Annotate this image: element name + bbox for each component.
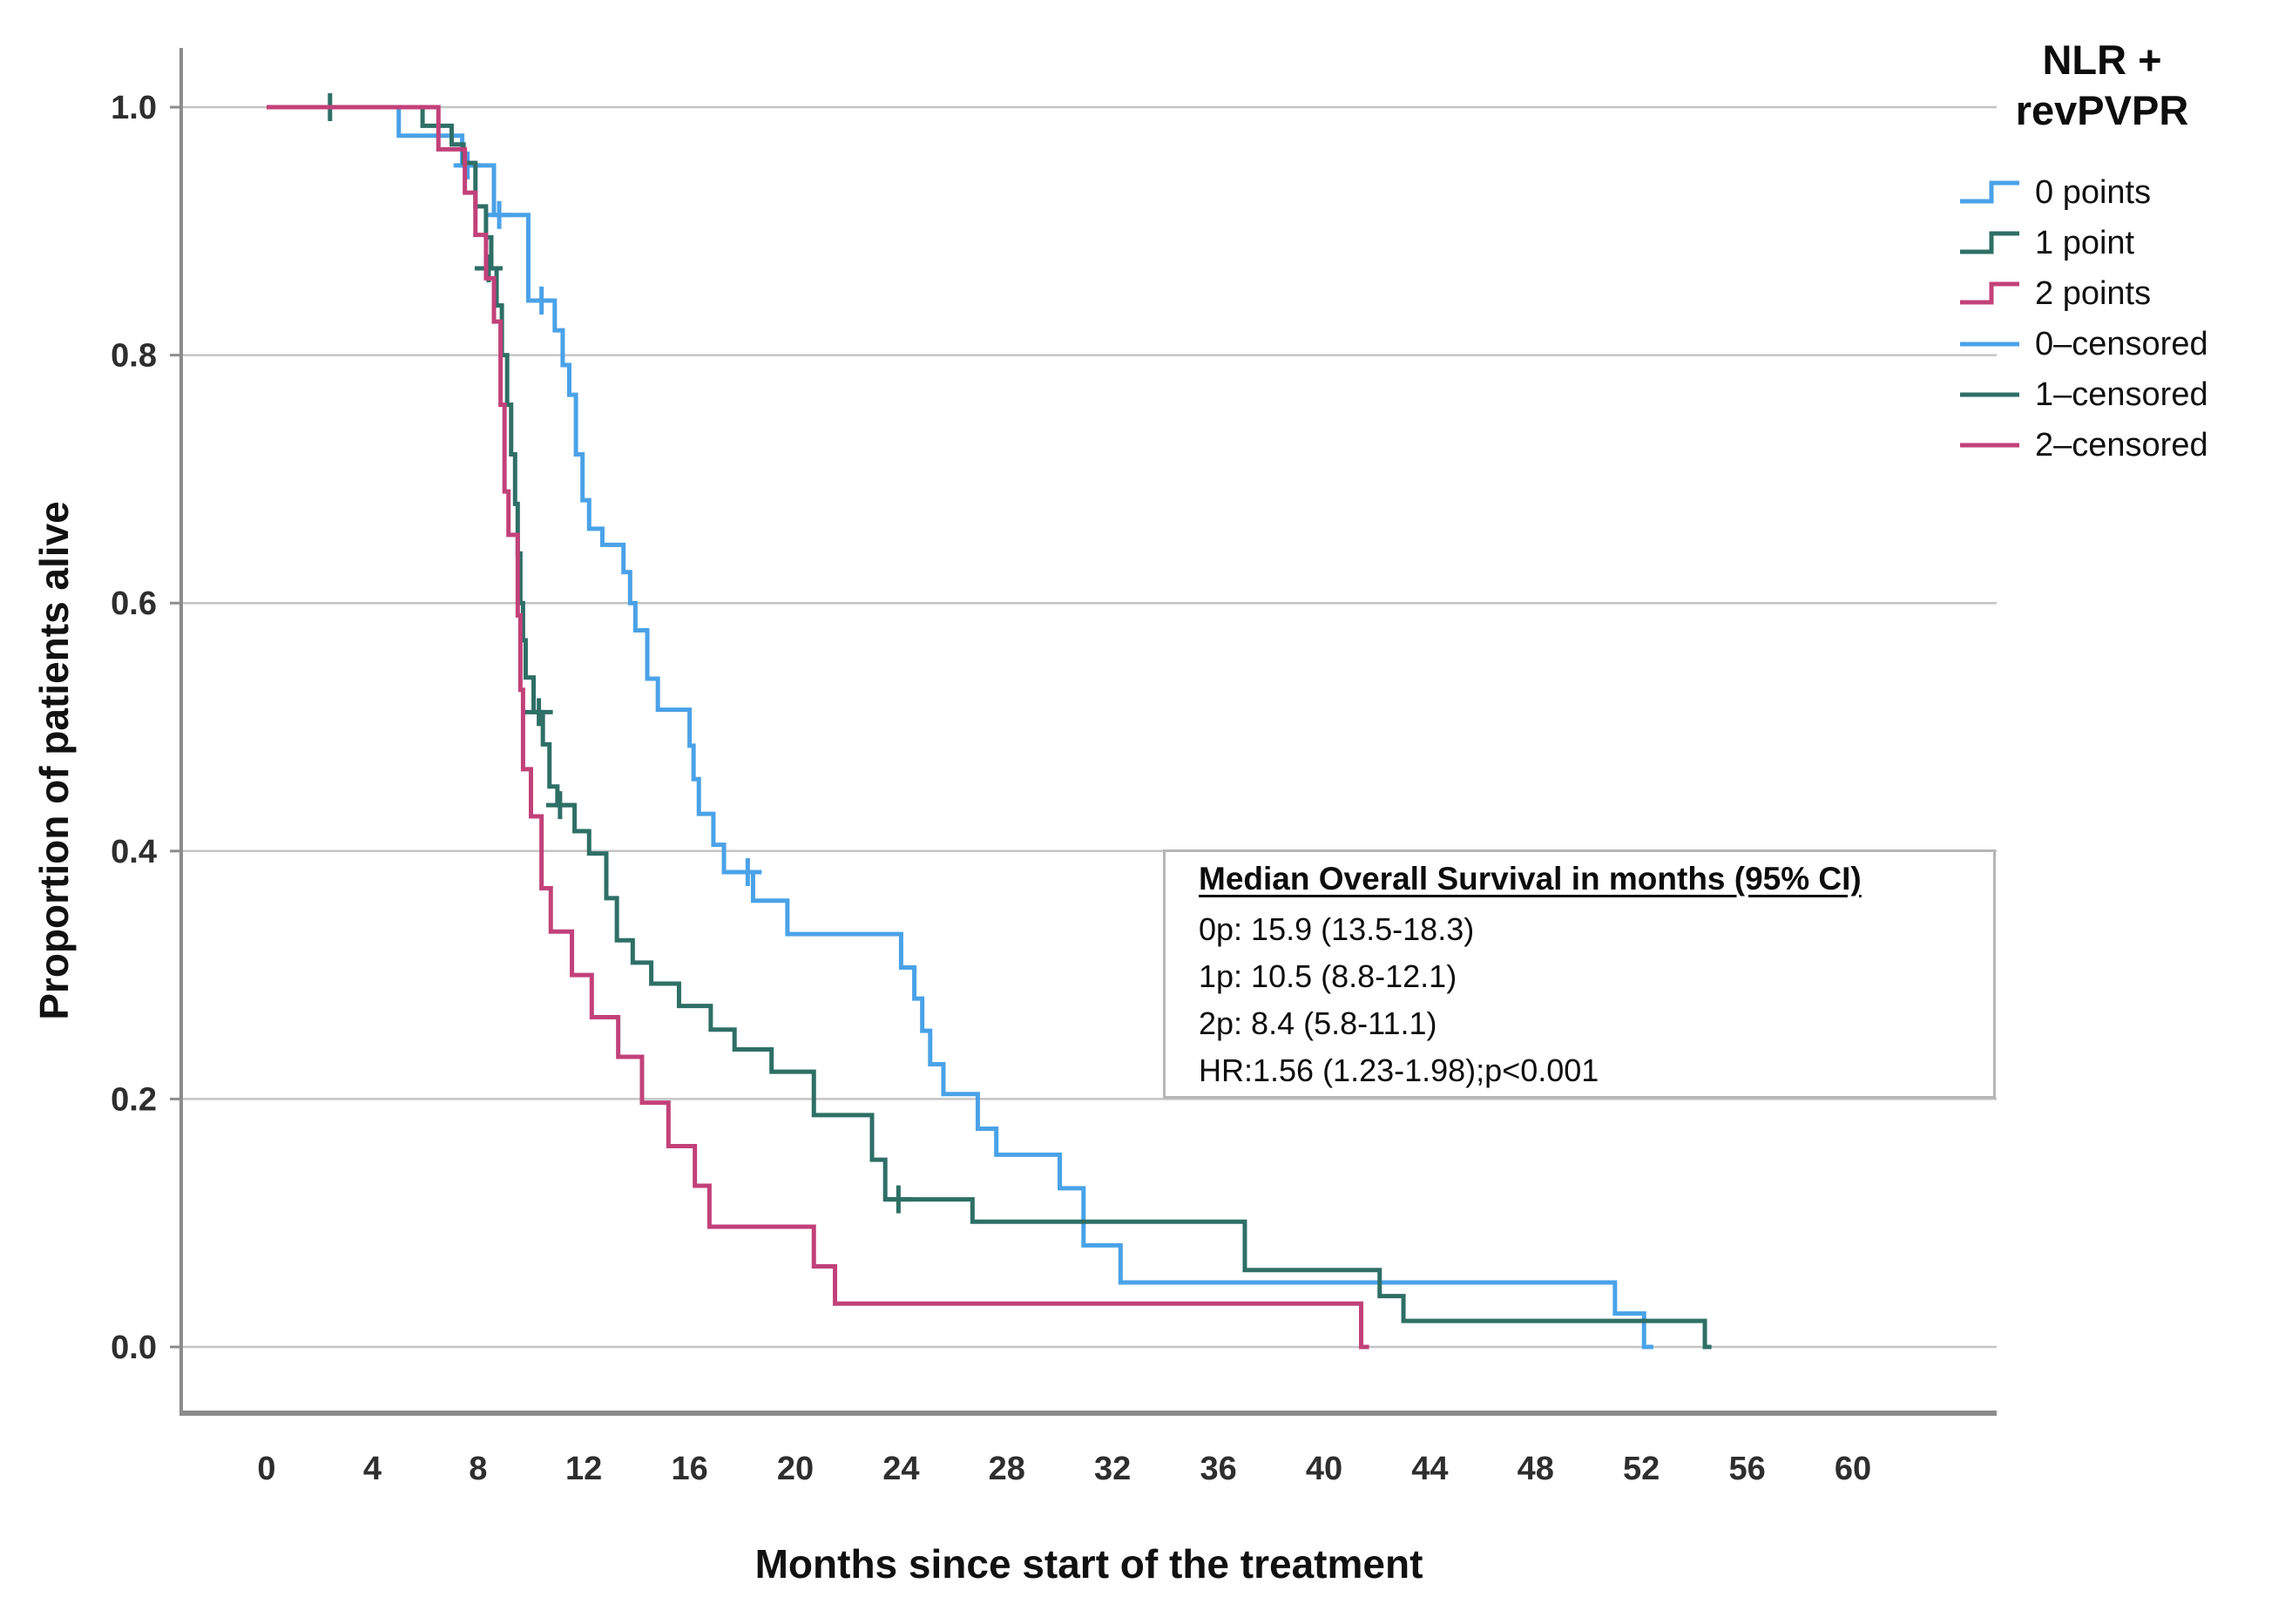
survival-curve-0-points bbox=[267, 105, 1653, 1350]
y-tick-label: 0.0 bbox=[111, 1330, 157, 1366]
x-tick-label: 32 bbox=[1094, 1451, 1131, 1487]
y-tick-label: 0.8 bbox=[111, 338, 157, 375]
legend-entry: 0–censored bbox=[1958, 319, 2281, 369]
x-tick-label: 0 bbox=[257, 1451, 275, 1487]
legend-entry: 0 points bbox=[1958, 167, 2281, 218]
legend-entry: 2–censored bbox=[1958, 420, 2281, 470]
legend-sample-stroke bbox=[1960, 231, 2019, 254]
legend-sample-stroke bbox=[1960, 281, 2019, 305]
legend-censored-line-icon bbox=[1960, 342, 2019, 347]
legend: NLR + revPVPR 0 points 1 point 2 points 0–c… bbox=[1958, 35, 2281, 470]
y-tick-label: 1.0 bbox=[111, 90, 157, 126]
legend-entry-label: 1 point bbox=[2035, 224, 2135, 261]
legend-entry: 1–censored bbox=[1958, 369, 2281, 420]
annotation-line-1p: 1p: 10.5 (8.8-12.1) bbox=[1199, 958, 1457, 994]
annotation-box: Median Overall Survival in months (95% C… bbox=[1163, 849, 1996, 1099]
annotation-line-hr: HR:1.56 (1.23-1.98);p<0.001 bbox=[1199, 1052, 1599, 1088]
x-tick-label: 28 bbox=[989, 1451, 1025, 1487]
legend-step-sample-icon bbox=[1960, 231, 2019, 254]
survival-curve-1-point bbox=[267, 105, 1712, 1350]
x-tick-label: 24 bbox=[882, 1451, 919, 1487]
legend-entry-label: 0–censored bbox=[2035, 325, 2208, 362]
legend-entry: 1 point bbox=[1958, 218, 2281, 268]
x-tick-label: 20 bbox=[777, 1451, 814, 1487]
y-tick-label: 0.4 bbox=[111, 834, 157, 870]
censor-mark bbox=[485, 200, 514, 229]
x-tick-label: 40 bbox=[1306, 1451, 1342, 1487]
x-tick-label: 56 bbox=[1728, 1451, 1765, 1487]
legend-title: NLR + revPVPR bbox=[1958, 35, 2246, 136]
legend-entry-label: 1–censored bbox=[2035, 376, 2208, 413]
legend-censored-line-icon bbox=[1960, 443, 2019, 448]
legend-sample-stroke bbox=[1960, 180, 2019, 204]
x-tick-label: 12 bbox=[565, 1451, 602, 1487]
legend-entry: 2 points bbox=[1958, 268, 2281, 319]
y-tick-label: 0.6 bbox=[111, 585, 157, 622]
legend-step-sample-icon bbox=[1960, 180, 2019, 204]
censor-mark bbox=[545, 791, 574, 820]
legend-entry-label: 2 points bbox=[2035, 274, 2152, 312]
censor-mark bbox=[884, 1185, 913, 1214]
y-tick-label: 0.2 bbox=[111, 1081, 157, 1118]
x-tick-label: 48 bbox=[1518, 1451, 1554, 1487]
y-axis-label: Proportion of patients alive bbox=[31, 501, 77, 1020]
legend-entry-label: 2–censored bbox=[2035, 426, 2208, 464]
x-tick-label: 36 bbox=[1200, 1451, 1236, 1487]
x-tick-label: 16 bbox=[671, 1451, 707, 1487]
censor-mark bbox=[527, 286, 556, 315]
x-tick-label: 60 bbox=[1835, 1451, 1871, 1487]
legend-entries: 0 points 1 point 2 points 0–censored 1–censo… bbox=[1958, 167, 2281, 470]
legend-title-line2: revPVPR bbox=[2015, 87, 2189, 133]
x-axis-label: Months since start of the treatment bbox=[754, 1541, 1423, 1587]
legend-step-sample-icon bbox=[1960, 281, 2019, 305]
x-tick-label: 44 bbox=[1411, 1451, 1448, 1487]
survival-curve-2-points bbox=[267, 105, 1369, 1350]
x-tick-label: 8 bbox=[469, 1451, 487, 1487]
x-tick-label: 52 bbox=[1623, 1451, 1660, 1487]
annotation-title: Median Overall Survival in months (95% C… bbox=[1199, 861, 1862, 897]
legend-censored-line-icon bbox=[1960, 392, 2019, 397]
legend-title-line1: NLR + bbox=[2042, 37, 2162, 83]
annotation-line-2p: 2p: 8.4 (5.8-11.1) bbox=[1199, 1005, 1437, 1041]
censor-mark bbox=[733, 857, 762, 886]
censor-mark bbox=[524, 698, 553, 727]
annotation-line-0p: 0p: 15.9 (13.5-18.3) bbox=[1199, 911, 1475, 947]
x-tick-label: 4 bbox=[363, 1451, 382, 1487]
legend-entry-label: 0 points bbox=[2035, 173, 2152, 211]
